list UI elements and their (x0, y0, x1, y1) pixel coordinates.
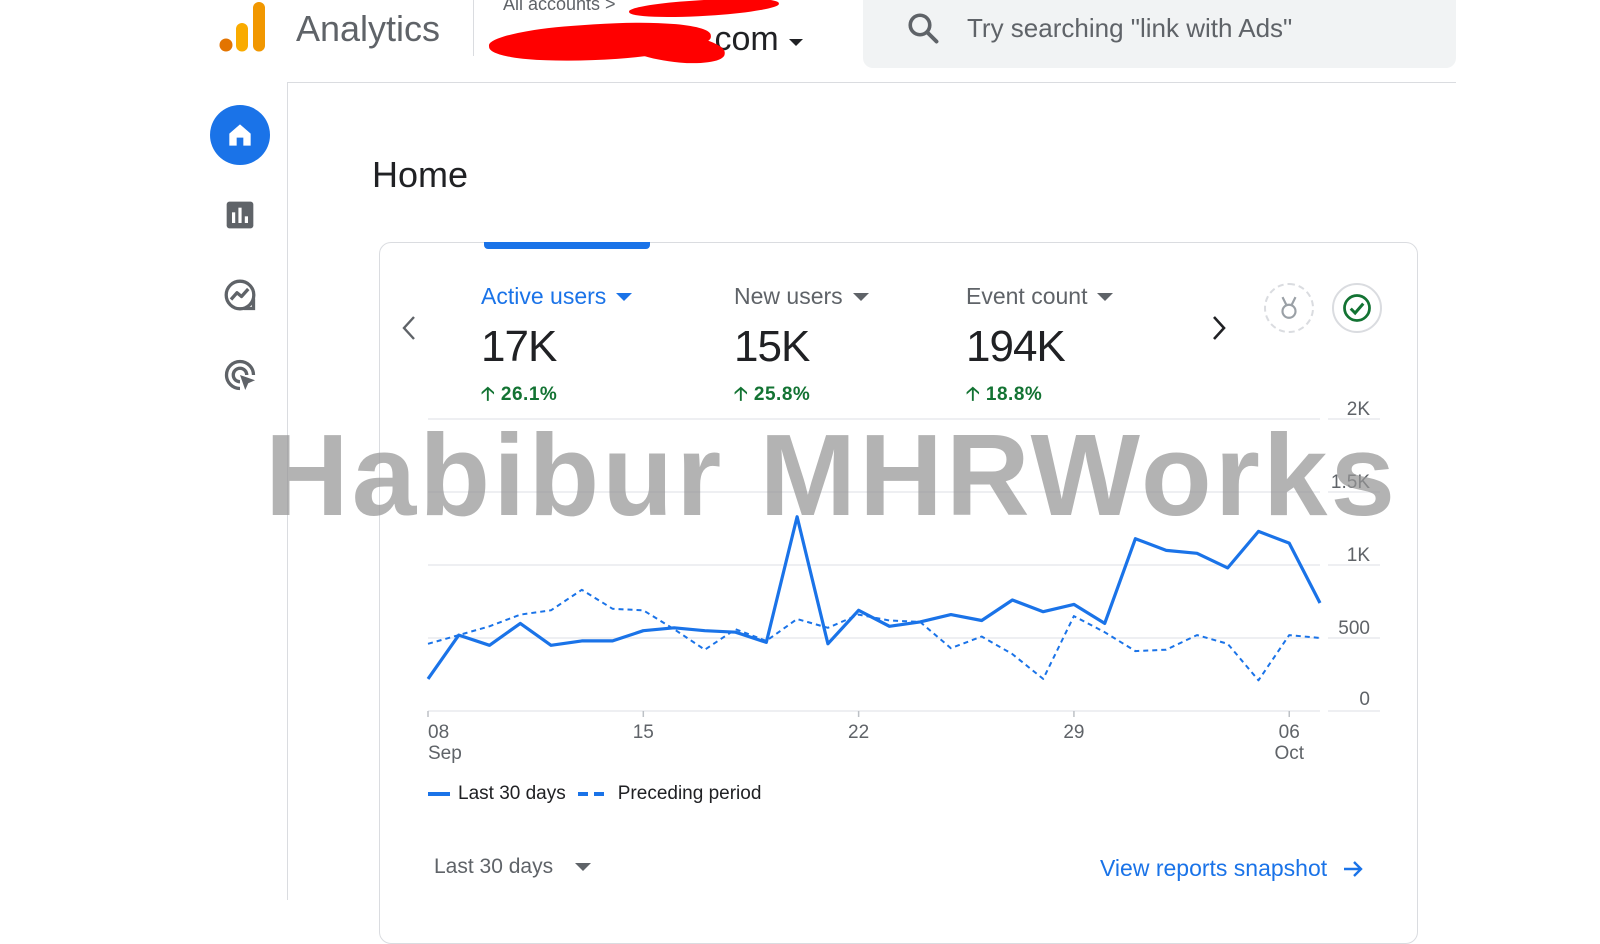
metric-active-users[interactable]: Active users 17K 🡡 26.1% (481, 283, 633, 412)
page-title: Home (372, 154, 469, 195)
y-tick-label: 0 (1359, 689, 1370, 710)
metric-value: 194K (966, 322, 1066, 371)
metric-label: Active users (481, 283, 633, 310)
x-tick-label: Oct (1274, 743, 1304, 763)
metric-change: 🡡 25.8% (734, 384, 811, 405)
nav-home[interactable] (210, 105, 270, 165)
metric-change: 🡡 18.8% (966, 384, 1043, 405)
chart-legend: Last 30 days Preceding period (428, 783, 761, 805)
home-icon (229, 124, 251, 146)
legend-solid-swatch (428, 792, 450, 796)
caret-down-icon (616, 292, 633, 301)
metric-value: 15K (734, 322, 810, 371)
search-input[interactable] (967, 6, 1437, 50)
caret-down-icon (852, 292, 869, 301)
metric-label: New users (734, 283, 869, 310)
nav-advertising[interactable] (210, 345, 270, 405)
app-name: Analytics (296, 8, 441, 49)
legend-previous: Preceding period (617, 783, 762, 804)
legend-dashed-swatch (577, 792, 606, 796)
arrow-up-icon: 🡡 (734, 384, 754, 405)
date-range-label: Last 30 days (434, 855, 554, 878)
series-line-current (426, 515, 1322, 680)
y-tick-label: 500 (1338, 618, 1370, 639)
metric-value: 17K (481, 322, 557, 371)
top-bar: Analytics All accounts > .com (193, 0, 1456, 83)
nav-explore[interactable] (210, 265, 270, 325)
active-tab-indicator (484, 242, 650, 249)
y-tick-label: 2K (1347, 399, 1371, 420)
search-icon (908, 13, 939, 44)
metric-new-users[interactable]: New users 15K 🡡 25.8% (734, 283, 869, 412)
nav-reports[interactable] (210, 185, 270, 245)
y-tick-label: 1K (1347, 545, 1371, 566)
arrow-up-icon: 🡡 (966, 384, 986, 405)
property-dropdown-icon (789, 39, 803, 46)
x-tick-label: 08 (428, 722, 449, 743)
x-tick-label: 06 (1279, 722, 1300, 743)
insights-badge[interactable] (1264, 283, 1314, 333)
caret-down-icon (1097, 292, 1114, 301)
search-bar[interactable] (863, 0, 1456, 68)
nav-rail (193, 82, 288, 900)
analytics-app: Analytics All accounts > .com (193, 0, 1456, 944)
snapshot-link-label: View reports snapshot (1100, 855, 1328, 881)
analytics-logo-icon (219, 2, 265, 52)
x-tick-label: 15 (633, 722, 654, 743)
arrow-right-icon (1344, 860, 1363, 877)
header-divider (473, 0, 474, 56)
series-line-preceding (427, 588, 1321, 682)
bar-chart-icon (226, 201, 254, 229)
metric-change: 🡡 26.1% (481, 384, 558, 405)
breadcrumb[interactable]: All accounts > (503, 0, 616, 14)
medal-icon (1281, 296, 1297, 319)
legend-current: Last 30 days (458, 783, 566, 804)
data-quality-badge[interactable] (1332, 283, 1382, 333)
arrow-up-icon: 🡡 (481, 384, 501, 405)
check-circle-icon (1343, 294, 1371, 322)
explore-icon (224, 279, 256, 311)
chevron-left-icon[interactable] (398, 313, 422, 343)
chevron-right-icon[interactable] (1206, 313, 1230, 343)
metric-label: Event count (966, 283, 1114, 310)
x-tick-label: 22 (848, 722, 869, 743)
view-reports-snapshot-link[interactable]: View reports snapshot (1100, 855, 1365, 882)
caret-down-icon (575, 863, 592, 871)
date-range-selector[interactable]: Last 30 days (434, 855, 592, 879)
y-tick-label: 1.5K (1331, 472, 1370, 493)
x-tick-label: 29 (1063, 722, 1084, 743)
target-cursor-icon (224, 359, 256, 391)
x-tick-label: Sep (428, 743, 462, 763)
overview-card: Active users 17K 🡡 26.1% New users 15K 🡡… (379, 242, 1418, 944)
metric-event-count[interactable]: Event count 194K 🡡 18.8% (966, 283, 1114, 412)
